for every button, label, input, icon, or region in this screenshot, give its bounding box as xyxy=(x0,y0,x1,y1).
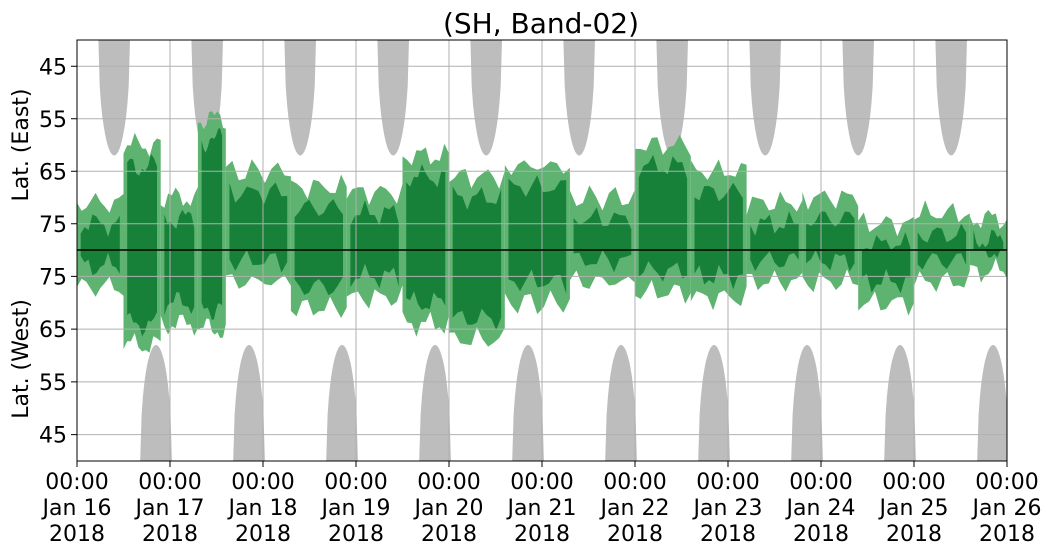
x-tick-line-6-0: 00:00 xyxy=(603,470,666,495)
x-tick-label-2: 00:00 Jan 18 2018 xyxy=(227,470,298,547)
gray-lobe-west-6 xyxy=(698,344,730,461)
x-tick-line-2-0: 00:00 xyxy=(231,470,294,495)
gray-lobe-west-1 xyxy=(233,344,265,461)
x-tick-label-5: 00:00 Jan 21 2018 xyxy=(506,470,577,547)
gray-lobe-east-2 xyxy=(284,40,316,156)
gray-lobe-east-4 xyxy=(470,40,502,156)
gray-lobe-east-9 xyxy=(935,40,967,156)
x-tick-line-4-2: 2018 xyxy=(421,522,477,547)
gray-lobe-west-8 xyxy=(884,344,916,461)
x-tick-line-9-1: Jan 25 xyxy=(878,496,949,521)
x-tick-line-8-2: 2018 xyxy=(793,522,849,547)
x-tick-line-6-1: Jan 22 xyxy=(599,496,670,521)
green-region-dark-2 xyxy=(164,209,195,316)
green-region-dark-13 xyxy=(750,211,799,272)
x-tick-line-5-1: Jan 21 xyxy=(506,496,577,521)
x-tick-line-7-2: 2018 xyxy=(700,522,756,547)
x-tick-line-6-2: 2018 xyxy=(607,522,663,547)
y-axis-label-east: Lat. (East) xyxy=(9,89,34,202)
gray-lobe-west-3 xyxy=(419,344,451,461)
x-tick-label-4: 00:00 Jan 20 2018 xyxy=(413,470,484,547)
x-tick-line-7-1: Jan 23 xyxy=(692,496,763,521)
gray-lobe-east-8 xyxy=(842,40,874,156)
green-region-dark-17 xyxy=(973,229,1004,258)
x-tick-label-3: 00:00 Jan 19 2018 xyxy=(320,470,391,547)
gray-lobe-east-5 xyxy=(563,40,595,156)
green-region-dark-5 xyxy=(294,199,343,296)
grid xyxy=(77,40,1007,461)
green-region-dark-8 xyxy=(452,186,502,331)
x-tick-line-0-1: Jan 16 xyxy=(41,496,112,521)
x-tick-line-10-0: 00:00 xyxy=(975,470,1038,495)
gray-lobe-west-9 xyxy=(977,344,1007,461)
x-tick-label-6: 00:00 Jan 22 2018 xyxy=(599,470,670,547)
x-tick-line-9-2: 2018 xyxy=(886,522,942,547)
x-tick-line-3-0: 00:00 xyxy=(324,470,387,495)
x-tick-line-0-0: 00:00 xyxy=(45,470,108,495)
y-tick-west-2-label: 55 xyxy=(39,371,67,396)
x-tick-label-9: 00:00 Jan 25 2018 xyxy=(878,470,949,547)
y-tick-west-1-label: 65 xyxy=(39,318,67,343)
gray-lobe-east-0 xyxy=(98,40,130,156)
x-tick-line-1-0: 00:00 xyxy=(138,470,201,495)
green-detections xyxy=(77,111,1007,353)
x-tick-line-10-1: Jan 26 xyxy=(971,496,1042,521)
gray-lobe-west-2 xyxy=(326,344,358,461)
x-tick-line-3-2: 2018 xyxy=(328,522,384,547)
y-tick-east-3-label: 75 xyxy=(39,213,67,238)
x-tick-line-7-0: 00:00 xyxy=(696,470,759,495)
x-tick-line-8-0: 00:00 xyxy=(789,470,852,495)
x-tick-line-5-2: 2018 xyxy=(514,522,570,547)
green-region-dark-1 xyxy=(127,154,157,337)
green-region-dark-7 xyxy=(406,164,446,310)
y-axis-label-west: Lat. (West) xyxy=(9,299,34,419)
x-tick-label-0: 00:00 Jan 16 2018 xyxy=(41,470,112,547)
x-tick-label-7: 00:00 Jan 23 2018 xyxy=(692,470,763,547)
green-region-dark-15 xyxy=(861,232,911,294)
gray-lobe-east-6 xyxy=(656,40,688,156)
green-region-dark-16 xyxy=(917,223,967,270)
x-tick-line-1-2: 2018 xyxy=(142,522,198,547)
gray-lobes xyxy=(98,40,1007,461)
y-tick-west-3-label: 45 xyxy=(39,424,67,449)
x-tick-line-9-0: 00:00 xyxy=(882,470,945,495)
gray-lobe-west-0 xyxy=(140,344,172,461)
chart-title: (SH, Band-02) xyxy=(443,7,639,40)
x-tick-line-2-1: Jan 18 xyxy=(227,496,298,521)
y-tick-east-2-label: 65 xyxy=(39,160,67,185)
x-tick-line-5-0: 00:00 xyxy=(510,470,573,495)
x-tick-label-1: 00:00 Jan 17 2018 xyxy=(134,470,205,547)
x-tick-label-10: 00:00 Jan 26 2018 xyxy=(971,470,1042,547)
green-region-dark-14 xyxy=(806,211,855,272)
y-tick-east-0-label: 45 xyxy=(39,55,67,80)
green-region-dark-9 xyxy=(508,175,567,295)
x-tick-line-1-1: Jan 17 xyxy=(134,496,205,521)
green-region-dark-11 xyxy=(638,154,688,282)
green-region-dark-12 xyxy=(694,182,743,290)
x-tick-line-8-1: Jan 24 xyxy=(785,496,856,521)
x-tick-line-3-1: Jan 19 xyxy=(320,496,391,521)
green-region-dark-6 xyxy=(350,200,399,289)
x-tick-line-2-2: 2018 xyxy=(235,522,291,547)
gray-lobe-west-4 xyxy=(512,344,544,461)
x-tick-label-8: 00:00 Jan 24 2018 xyxy=(785,470,856,547)
y-tick-west-0-label: 75 xyxy=(39,265,67,290)
green-region-dark-0 xyxy=(80,214,120,276)
x-tick-line-4-1: Jan 20 xyxy=(413,496,484,521)
x-tick-line-0-2: 2018 xyxy=(49,522,105,547)
gray-lobe-west-7 xyxy=(791,344,823,461)
gray-lobe-east-3 xyxy=(377,40,409,156)
y-tick-east-1-label: 55 xyxy=(39,108,67,133)
x-tick-line-4-0: 00:00 xyxy=(417,470,480,495)
x-tick-line-10-2: 2018 xyxy=(979,522,1035,547)
gray-lobe-east-7 xyxy=(749,40,781,156)
y-ticks: 45 55 65 75 75 65 55 45 xyxy=(39,55,77,449)
gray-lobe-west-5 xyxy=(605,344,637,461)
